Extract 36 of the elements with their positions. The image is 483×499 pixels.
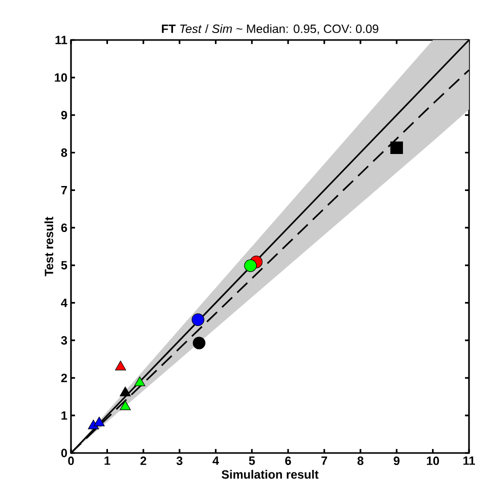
point xyxy=(120,386,131,396)
point xyxy=(244,259,257,272)
point xyxy=(390,141,403,154)
y-tick-label: 8 xyxy=(61,148,68,157)
point xyxy=(120,400,131,410)
y-tick-label: 0 xyxy=(61,448,67,458)
point xyxy=(115,360,126,370)
point xyxy=(134,376,146,386)
chart-title: FT Test / Sim ~ Median: 0.95, COV: 0.09 xyxy=(162,24,378,34)
point xyxy=(192,336,206,350)
x-tick-label: 6 xyxy=(285,456,291,466)
y-tick-label: 5 xyxy=(61,261,68,270)
y-tick-label: 10 xyxy=(54,73,67,82)
x-tick-label: 8 xyxy=(357,456,364,466)
point xyxy=(192,313,204,326)
x-tick-label: 10 xyxy=(426,456,439,466)
x-tick-label: 9 xyxy=(394,456,400,466)
y-tick-label: 7 xyxy=(61,186,67,194)
y-tick-label: 9 xyxy=(61,110,68,120)
x-tick-label: 7 xyxy=(321,456,328,465)
x-tick-label: 3 xyxy=(176,456,182,466)
y-tick-label: 2 xyxy=(61,374,67,382)
y-axis-title: Test result xyxy=(44,216,54,276)
y-tick-label: 6 xyxy=(61,223,68,232)
y-tick-label: 11 xyxy=(56,36,68,44)
x-tick-label: 1 xyxy=(104,456,110,465)
y-tick-label: 3 xyxy=(61,336,68,345)
x-tick-label: 2 xyxy=(140,456,146,465)
x-tick-label: 5 xyxy=(248,456,255,465)
x-tick-label: 4 xyxy=(212,456,219,465)
x-axis-title: Simulation result xyxy=(222,470,319,479)
y-tick-label: 1 xyxy=(62,411,68,420)
y-tick-label: 4 xyxy=(60,298,68,307)
x-tick-label: 0 xyxy=(68,456,74,466)
point xyxy=(94,416,105,426)
x-tick-label: 11 xyxy=(463,456,476,465)
